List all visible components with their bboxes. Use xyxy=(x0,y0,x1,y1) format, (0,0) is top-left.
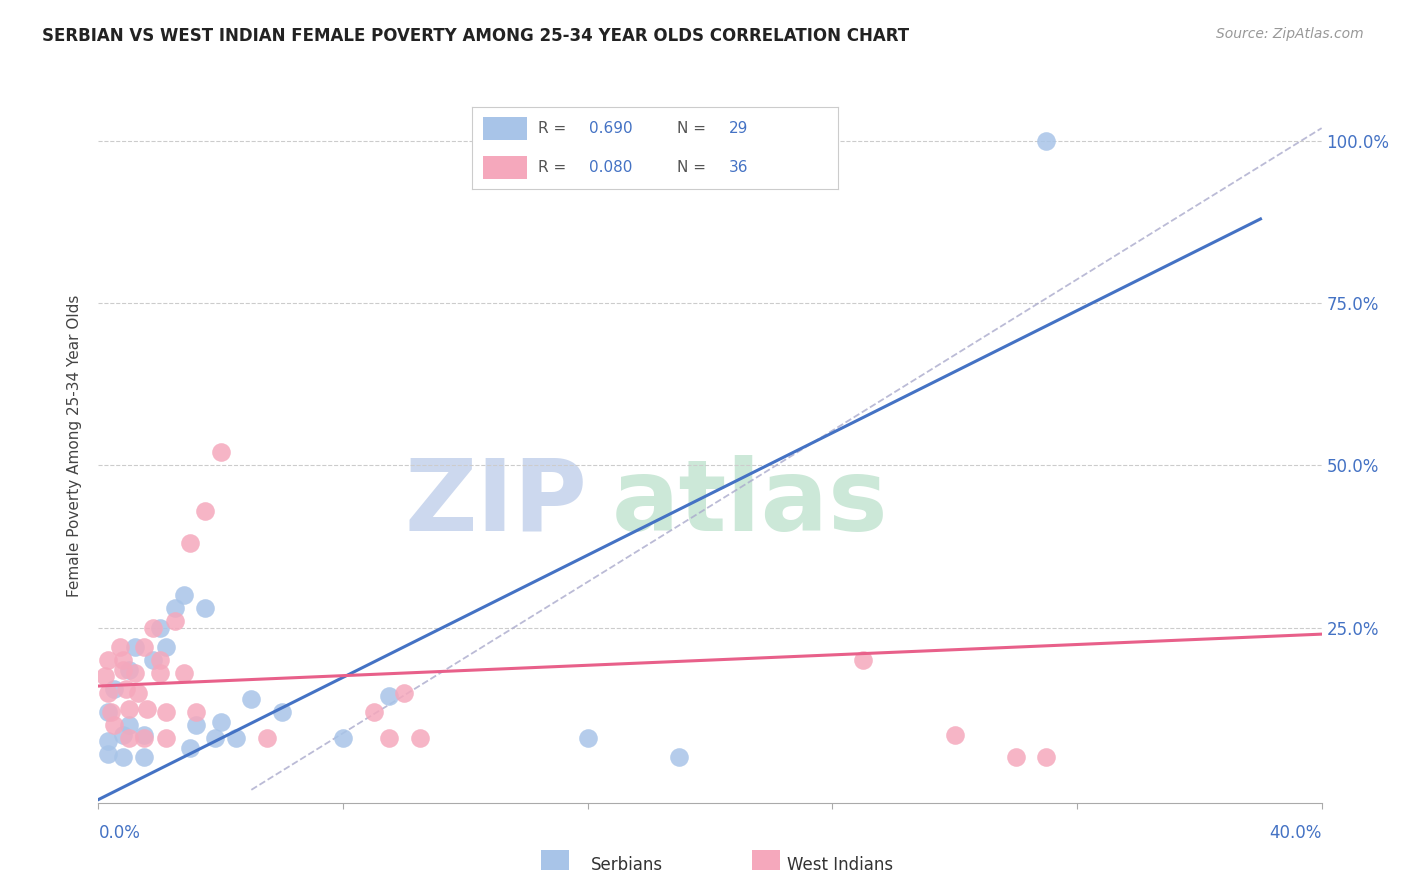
Point xyxy=(163,601,186,615)
Point xyxy=(392,685,416,699)
Point xyxy=(163,614,186,628)
Point xyxy=(332,731,354,745)
Text: Serbians: Serbians xyxy=(591,856,662,874)
Point xyxy=(103,682,125,697)
Point xyxy=(118,731,141,745)
Point xyxy=(179,740,201,755)
Point xyxy=(118,663,141,677)
Point xyxy=(97,747,120,761)
Text: Source: ZipAtlas.com: Source: ZipAtlas.com xyxy=(1216,27,1364,41)
Point xyxy=(408,731,430,745)
Point xyxy=(134,640,156,654)
Point xyxy=(124,666,146,681)
Point xyxy=(134,750,156,764)
Point xyxy=(155,705,177,719)
Point xyxy=(852,653,875,667)
Point xyxy=(134,728,156,742)
Point xyxy=(209,714,232,729)
Point xyxy=(186,718,208,732)
Point xyxy=(209,445,232,459)
Point xyxy=(136,702,159,716)
Point xyxy=(111,653,134,667)
Point xyxy=(155,731,177,745)
Point xyxy=(149,621,172,635)
Point xyxy=(576,731,599,745)
Text: West Indians: West Indians xyxy=(787,856,893,874)
Text: atlas: atlas xyxy=(612,455,889,551)
Point xyxy=(134,731,156,745)
Point xyxy=(943,728,966,742)
Point xyxy=(149,666,172,681)
Text: 0.0%: 0.0% xyxy=(98,824,141,842)
Point xyxy=(118,718,141,732)
Text: SERBIAN VS WEST INDIAN FEMALE POVERTY AMONG 25-34 YEAR OLDS CORRELATION CHART: SERBIAN VS WEST INDIAN FEMALE POVERTY AM… xyxy=(42,27,910,45)
Point xyxy=(173,666,195,681)
Point xyxy=(97,685,120,699)
Point xyxy=(124,640,146,654)
Point xyxy=(142,621,165,635)
Point xyxy=(179,536,201,550)
Point xyxy=(186,705,208,719)
Y-axis label: Female Poverty Among 25-34 Year Olds: Female Poverty Among 25-34 Year Olds xyxy=(67,295,83,597)
Point xyxy=(1035,750,1057,764)
Point xyxy=(378,689,401,703)
Point xyxy=(149,653,172,667)
Point xyxy=(240,692,263,706)
Point xyxy=(1004,750,1026,764)
Point xyxy=(225,731,247,745)
Point xyxy=(155,640,177,654)
Point xyxy=(668,750,690,764)
Point xyxy=(256,731,278,745)
Point xyxy=(115,682,138,697)
Point xyxy=(93,669,115,683)
Point xyxy=(97,705,120,719)
Point xyxy=(100,705,122,719)
Point xyxy=(142,653,165,667)
Point xyxy=(378,731,401,745)
Point xyxy=(103,718,125,732)
Point xyxy=(173,588,195,602)
Point xyxy=(1035,134,1057,148)
Point xyxy=(194,504,217,518)
Point xyxy=(270,705,292,719)
Point xyxy=(108,640,131,654)
Text: 40.0%: 40.0% xyxy=(1270,824,1322,842)
Point xyxy=(97,653,120,667)
Point xyxy=(363,705,385,719)
Point xyxy=(204,731,226,745)
Point xyxy=(111,728,134,742)
Text: ZIP: ZIP xyxy=(405,455,588,551)
Point xyxy=(97,734,120,748)
Point xyxy=(111,663,134,677)
Point xyxy=(111,750,134,764)
Point xyxy=(118,702,141,716)
Point xyxy=(194,601,217,615)
Point xyxy=(127,685,149,699)
